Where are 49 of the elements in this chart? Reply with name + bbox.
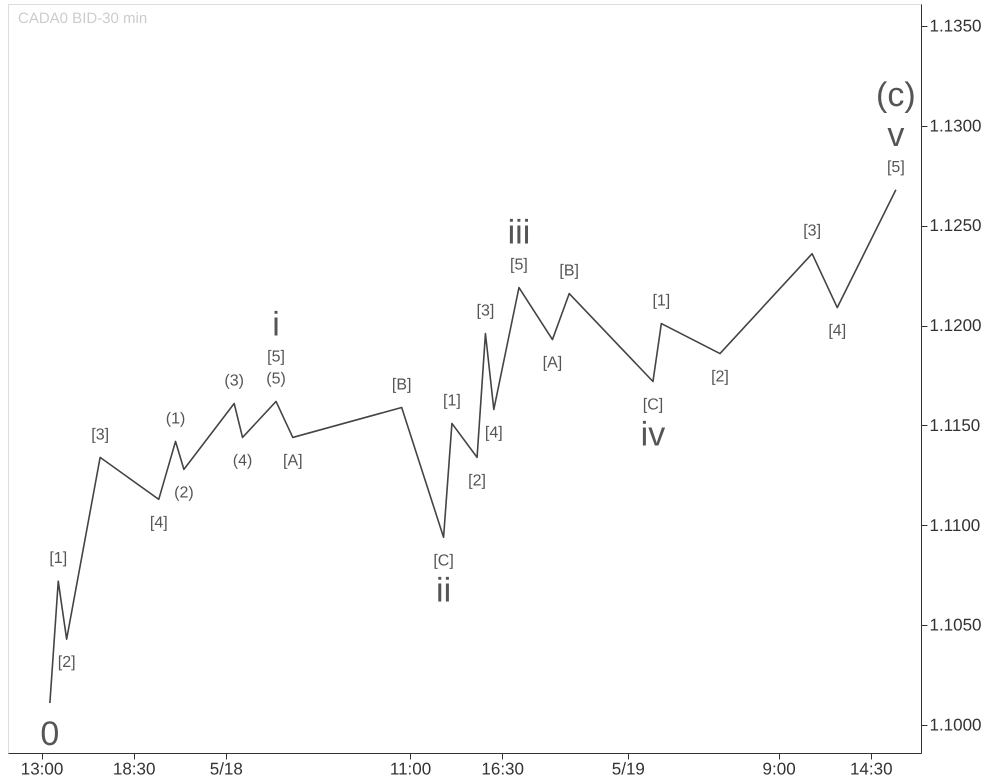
x-tick-label: 18:30 [112,760,156,778]
x-tick-label: 13:00 [20,760,64,778]
annotation: ii [436,571,452,610]
annotation: [4] [484,424,503,442]
y-tick-label: 1.1050 [930,616,982,635]
annotation: [1] [443,392,461,410]
annotation: (5) [266,370,286,388]
annotation: iii [508,214,530,252]
annotation: [5] [510,256,528,274]
annotation: [4] [828,322,846,340]
x-tick-label: 14:30 [850,760,893,778]
annotation: v [887,116,904,154]
x-tick-label: 9:00 [762,760,796,778]
annotation: [2] [468,472,486,490]
x-tick-label: 16:30 [481,760,524,778]
annotation: [1] [652,292,670,310]
annotation: [A] [542,354,562,372]
annotation: (1) [166,410,186,428]
annotation: i [272,305,280,344]
annotation: (c) [876,76,916,114]
annotation: (2) [174,484,194,502]
annotation: [B] [559,262,579,280]
annotation: [4] [150,514,168,532]
x-tick-label: 5/19 [612,760,645,778]
annotation: [2] [58,654,76,672]
y-tick-label: 1.1200 [930,316,982,336]
annotation: [B] [392,376,412,394]
annotation: 0 [40,715,60,754]
annotation: iv [640,415,666,454]
annotation: [3] [91,426,110,444]
annotation: [3] [803,222,822,240]
annotation: [3] [476,302,494,320]
y-tick-label: 1.1100 [930,516,980,535]
annotation: (3) [224,372,244,390]
y-tick-label: 1.1000 [930,716,982,735]
annotation: [A] [283,452,303,470]
x-tick-label: 11:00 [390,760,432,778]
y-tick-label: 1.1150 [930,416,980,435]
annotation: [1] [49,550,68,568]
y-tick-label: 1.1300 [930,116,982,136]
annotation: [5] [267,348,285,366]
x-tick-label: 5/18 [210,760,243,778]
y-tick-label: 1.1250 [930,216,982,236]
y-tick-label: 1.1350 [930,16,982,36]
annotation: [C] [433,552,454,570]
annotation: [5] [886,158,905,176]
annotation: (4) [232,452,252,470]
annotation: [C] [642,396,664,414]
annotation: [2] [711,368,729,386]
